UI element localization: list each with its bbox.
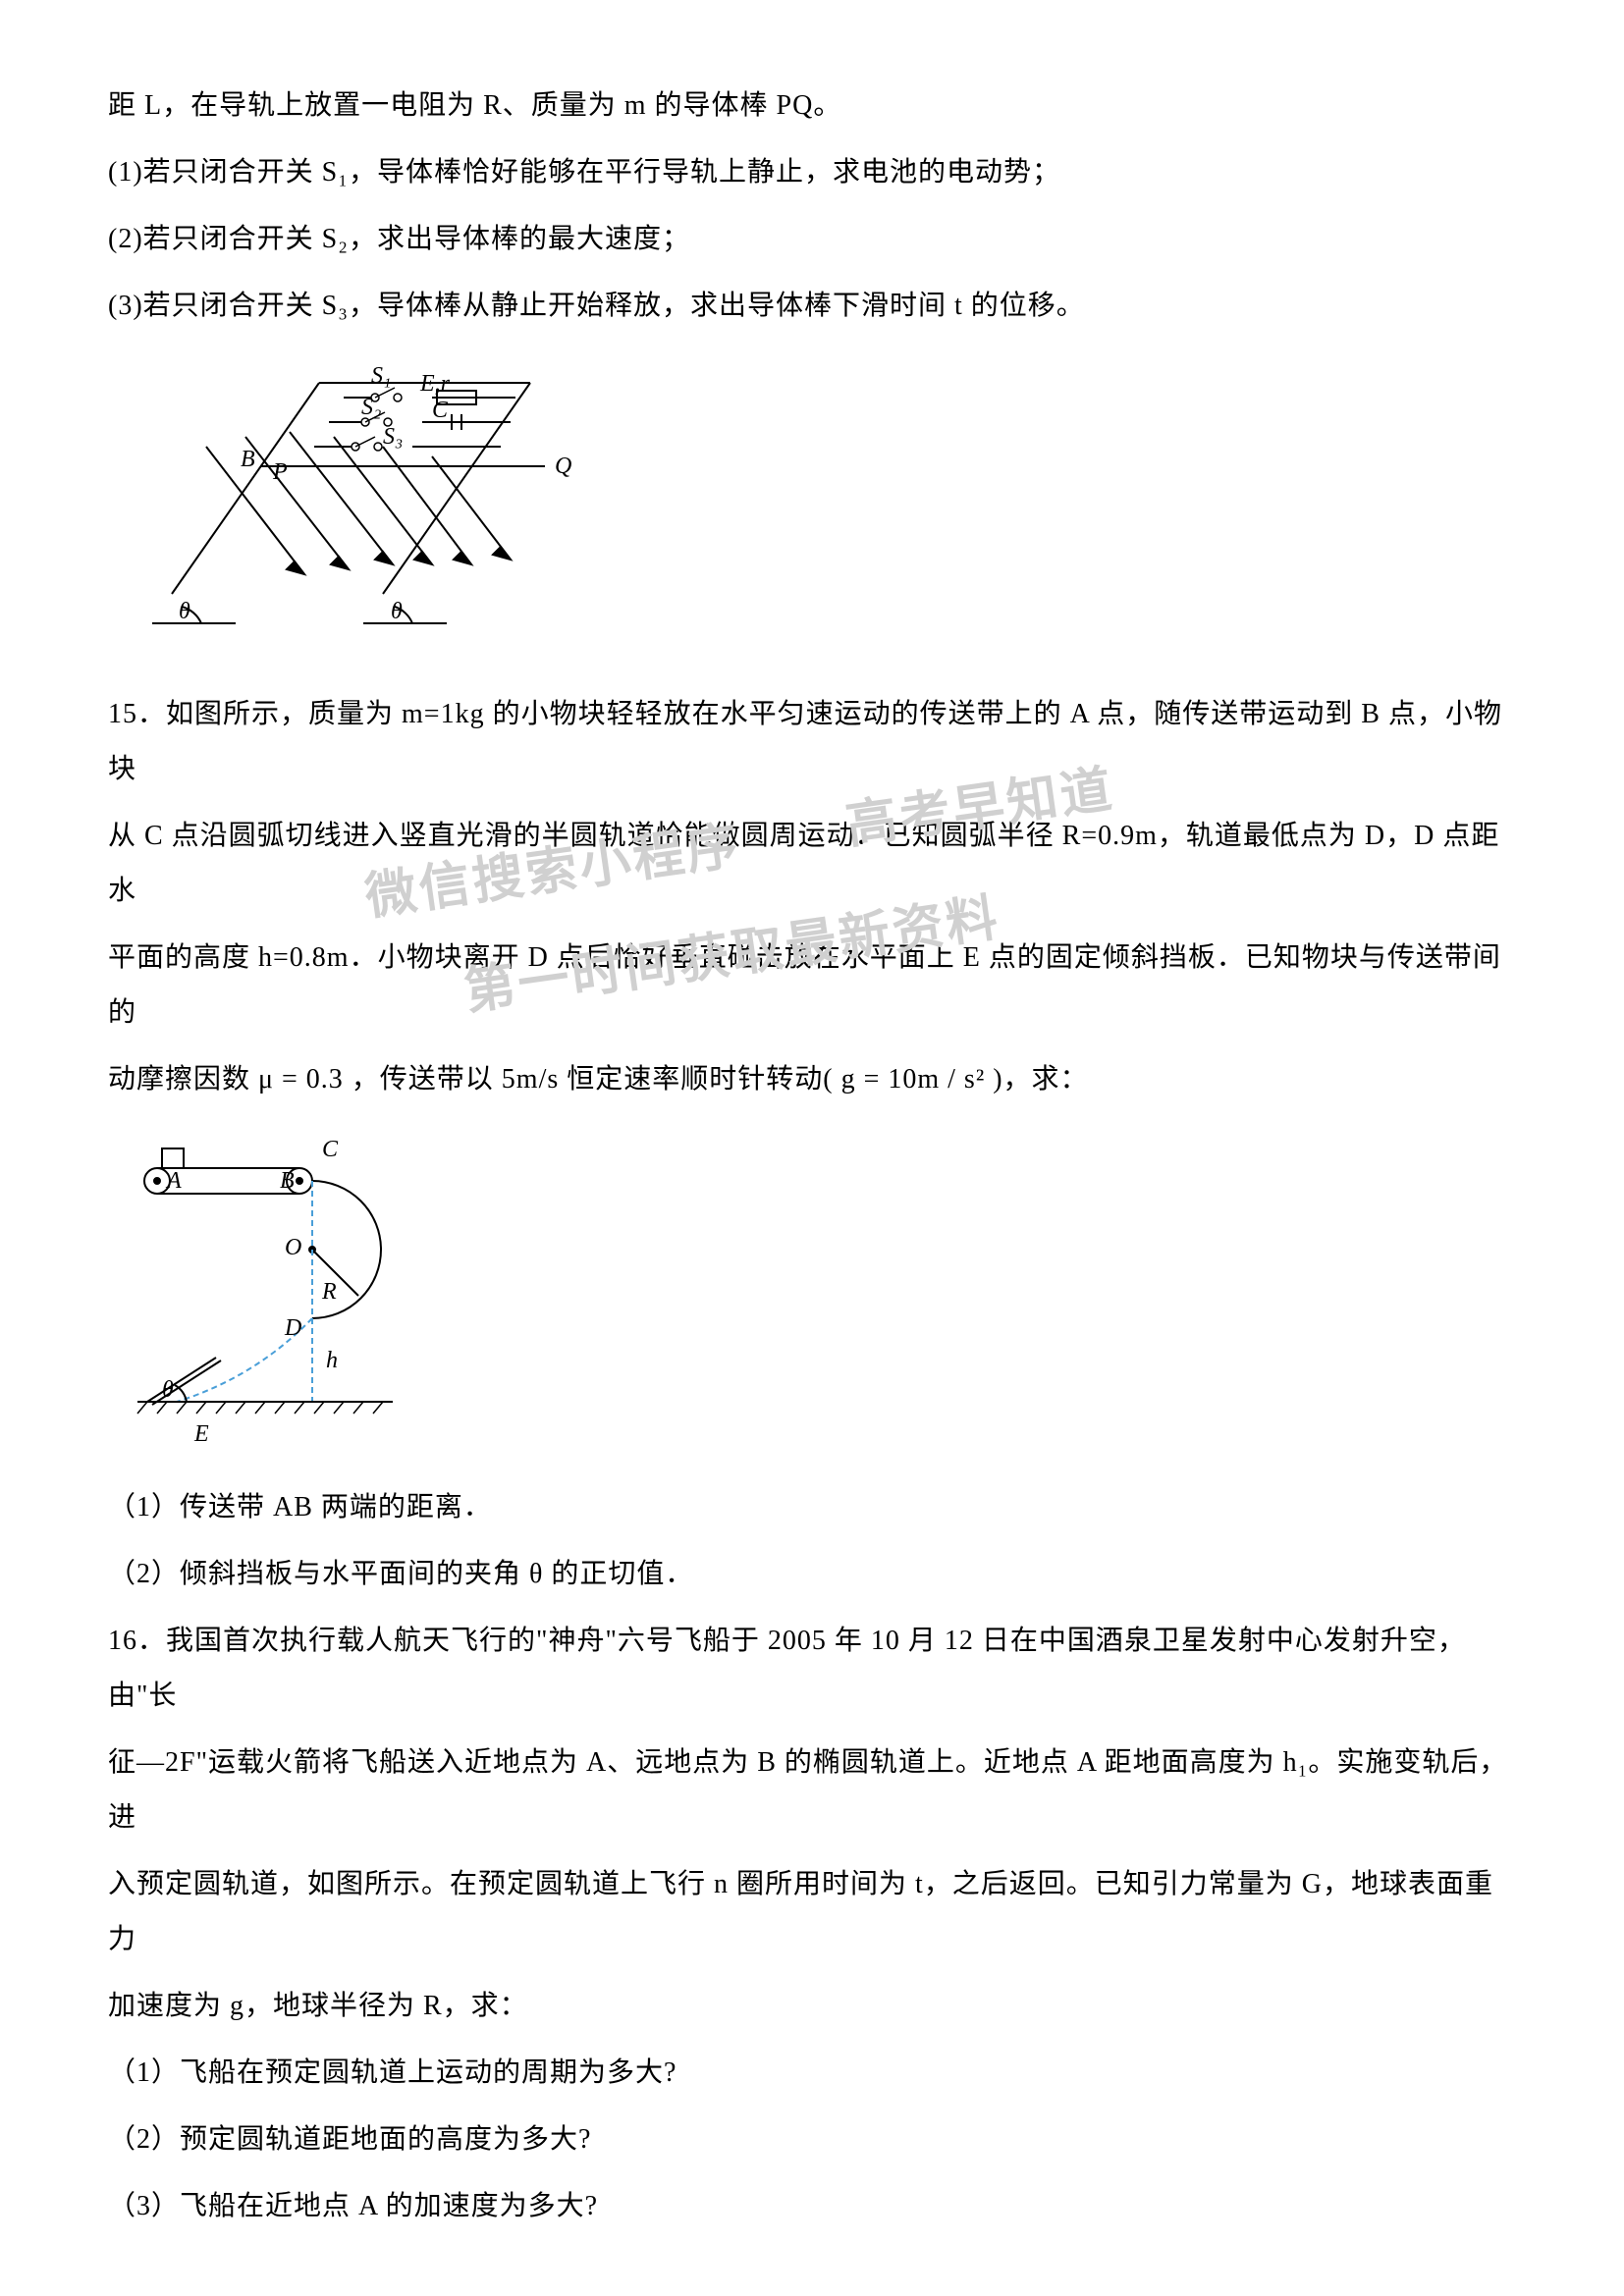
label-s2: S₂ <box>361 395 381 420</box>
q14-part1: (1)若只闭合开关 S₁，导体棒恰好能够在平行导轨上静止，求电池的电动势； <box>108 145 1516 200</box>
q16-line2: 征—2F"运载火箭将飞船送入近地点为 A、远地点为 B 的椭圆轨道上。近地点 A… <box>108 1735 1516 1845</box>
q15-line2: 从 C 点沿圆弧切线进入竖直光滑的半圆轨道恰能做圆周运动．已知圆弧半径 R=0.… <box>108 809 1516 919</box>
label-r: R <box>321 1279 337 1305</box>
label-p: P <box>272 459 288 485</box>
label-c2: C <box>322 1137 339 1162</box>
q14-part3: (3)若只闭合开关 S₃，导体棒从静止开始释放，求出导体棒下滑时间 t 的位移。 <box>108 279 1516 334</box>
q15-sub2: （2）倾斜挡板与水平面间的夹角 θ 的正切值． <box>108 1547 1516 1602</box>
q15-line3: 平面的高度 h=0.8m．小物块离开 D 点后恰好垂直碰击放在水平面上 E 点的… <box>108 931 1516 1041</box>
q15-figure: A B C O R D h E θ <box>108 1127 1516 1461</box>
q14-intro: 距 L，在导轨上放置一电阻为 R、质量为 m 的导体棒 PQ。 <box>108 79 1516 133</box>
label-q: Q <box>555 454 571 479</box>
q16-line4: 加速度为 g，地球半径为 R，求： <box>108 1979 1516 2034</box>
label-theta3: θ <box>162 1377 174 1403</box>
label-h: h <box>326 1348 338 1373</box>
q16-sub1: （1）飞船在预定圆轨道上运动的周期为多大? <box>108 2046 1516 2101</box>
q15-line4: 动摩擦因数 μ = 0.3 ，传送带以 5m/s 恒定速率顺时针转动( g = … <box>108 1052 1516 1107</box>
label-b2: B <box>280 1168 295 1194</box>
label-c: C <box>432 398 449 423</box>
q14-part2: (2)若只闭合开关 S₂，求出导体棒的最大速度； <box>108 212 1516 267</box>
q15-sub1: （1）传送带 AB 两端的距离． <box>108 1480 1516 1535</box>
label-o: O <box>285 1235 301 1260</box>
q16-sub2: （2）预定圆轨道距地面的高度为多大? <box>108 2112 1516 2167</box>
label-e: E <box>193 1421 209 1447</box>
q16-line3: 入预定圆轨道，如图所示。在预定圆轨道上飞行 n 圈所用时间为 t，之后返回。已知… <box>108 1857 1516 1967</box>
label-s3: S₃ <box>383 424 403 450</box>
q14-figure: S₁ E,r S₂ C S₃ B P Q θ θ <box>108 353 1516 667</box>
label-b: B <box>241 447 255 472</box>
label-d: D <box>284 1315 301 1341</box>
label-theta2: θ <box>391 599 403 624</box>
label-s1: S₁ <box>371 363 391 389</box>
q16-sub3: （3）飞船在近地点 A 的加速度为多大? <box>108 2179 1516 2234</box>
label-a: A <box>165 1168 182 1194</box>
q15-line1: 15．如图所示，质量为 m=1kg 的小物块轻轻放在水平匀速运动的传送带上的 A… <box>108 687 1516 797</box>
label-theta1: θ <box>179 599 190 624</box>
label-er: E,r <box>419 371 451 397</box>
q16-line1: 16．我国首次执行载人航天飞行的"神舟"六号飞船于 2005 年 10 月 12… <box>108 1614 1516 1724</box>
